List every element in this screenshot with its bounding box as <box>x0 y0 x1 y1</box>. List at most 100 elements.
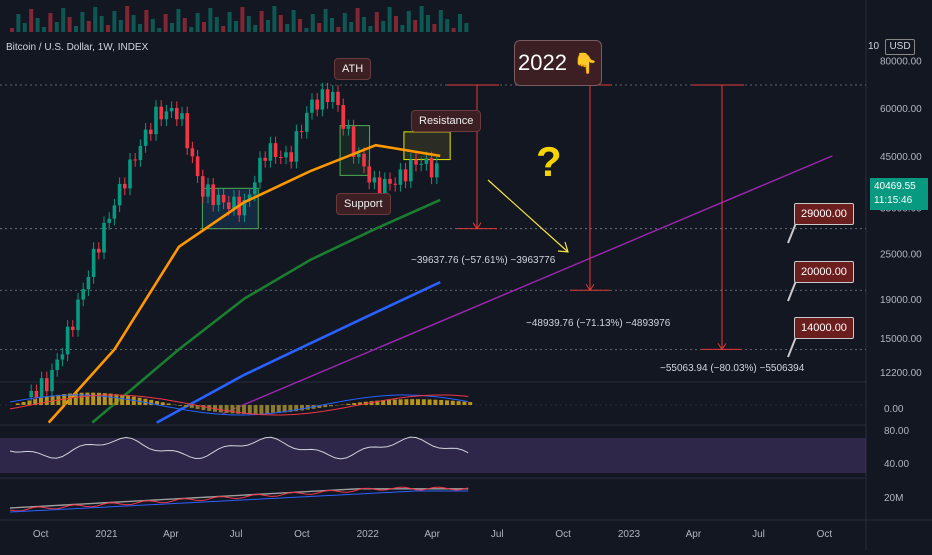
x-tick-label: 2021 <box>95 529 118 540</box>
candle-body <box>419 164 423 165</box>
candle-body <box>128 159 132 188</box>
candle-body <box>97 249 101 253</box>
target-pointer <box>788 223 796 243</box>
volume-bar <box>202 22 206 32</box>
candle-body <box>154 107 158 134</box>
volume-bar <box>170 23 174 32</box>
measure-label-3: −55063.94 (−80.03%) −5506394 <box>660 363 804 374</box>
volume-bar <box>311 14 315 32</box>
y-tick-label: 80000.00 <box>880 56 922 67</box>
volume-bar <box>343 13 347 32</box>
volume-bar <box>119 20 123 32</box>
volume-bar <box>183 18 187 32</box>
volume-bar <box>23 23 27 32</box>
volume-bar <box>106 25 110 32</box>
volume-bar <box>452 28 456 32</box>
candle-body <box>118 184 122 205</box>
macd-histogram-bar <box>126 396 130 405</box>
chart-header: Bitcoin / U.S. Dollar, 1W, INDEX <box>6 42 148 53</box>
volume-bar <box>464 23 468 32</box>
question-mark: ? <box>536 138 562 186</box>
candle-body <box>373 177 377 182</box>
currency-button[interactable]: USD <box>885 39 915 55</box>
volume-bar <box>151 19 155 32</box>
candle-body <box>326 89 330 102</box>
volume-bar <box>157 28 161 32</box>
macd-histogram-bar <box>45 397 49 405</box>
candle-body <box>211 184 215 205</box>
target-pointer <box>788 281 796 301</box>
trendline <box>223 156 833 414</box>
macd-histogram-bar <box>399 399 403 405</box>
x-tick-label: Jul <box>752 529 765 540</box>
macd-histogram-bar <box>393 400 397 405</box>
volume-bar <box>349 22 353 32</box>
target-20000: 20000.00 <box>794 261 854 283</box>
volume-bar <box>253 25 257 32</box>
candle-body <box>180 113 184 119</box>
volume-line-2 <box>10 491 468 512</box>
year-label: 2022 <box>518 50 567 75</box>
macd-histogram-bar <box>271 405 275 413</box>
candle-body <box>50 370 54 391</box>
symbol-title: Bitcoin / U.S. Dollar, 1W, INDEX <box>6 42 148 53</box>
x-tick-label: Apr <box>424 529 440 540</box>
candle-body <box>269 143 273 161</box>
macd-histogram-bar <box>91 393 95 405</box>
forecast-arrow <box>488 180 568 252</box>
measure-label-2: −48939.76 (−71.13%) −4893976 <box>526 318 670 329</box>
volume-bar <box>80 12 84 32</box>
x-tick-label: Apr <box>163 529 179 540</box>
candle-body <box>300 131 304 132</box>
candle-body <box>66 327 70 355</box>
volume-bar <box>336 27 340 32</box>
volume-bar <box>189 27 193 32</box>
volume-bar <box>240 7 244 32</box>
volume-bar <box>445 19 449 32</box>
volume-bar <box>215 17 219 32</box>
candle-body <box>331 92 335 102</box>
rsi-band <box>0 438 866 473</box>
x-tick-label: Apr <box>686 529 702 540</box>
support-callout: Support <box>336 193 391 215</box>
candle-body <box>61 354 65 359</box>
candle-body <box>191 148 195 156</box>
volume-bar <box>388 7 392 32</box>
resistance-callout: Resistance <box>411 110 481 132</box>
volume-bar <box>317 23 321 32</box>
last-price-box: 40469.55 11:15:46 <box>870 178 928 210</box>
candle-body <box>295 131 299 162</box>
candle-body <box>159 107 163 120</box>
rsi-tick: 80.00 <box>884 426 909 437</box>
x-tick-label: Oct <box>294 529 310 540</box>
y-tick-label: 12200.00 <box>880 368 922 379</box>
moving-average-2 <box>157 282 441 422</box>
candle-body <box>305 113 309 132</box>
volume-bar <box>285 24 289 32</box>
volume-bar <box>330 18 334 32</box>
volume-bar <box>394 16 398 32</box>
macd-histogram-bar <box>439 400 443 405</box>
moving-average-1 <box>92 200 440 423</box>
macd-histogram-bar <box>462 402 466 405</box>
macd-histogram-bar <box>190 405 194 408</box>
macd-histogram-bar <box>404 399 408 405</box>
volume-bar <box>413 20 417 32</box>
macd-histogram-bar <box>428 399 432 405</box>
volume-bar <box>426 15 430 32</box>
candle-body <box>393 184 397 185</box>
macd-histogram-bar <box>445 400 449 405</box>
volume-bar <box>221 26 225 32</box>
candle-body <box>71 327 75 330</box>
candle-body <box>336 92 340 105</box>
volume-bar <box>458 14 462 32</box>
volume-bar <box>279 15 283 32</box>
moving-average-0 <box>49 145 441 422</box>
volume-bar <box>439 10 443 32</box>
candle-body <box>289 152 293 161</box>
candle-body <box>341 105 345 129</box>
macd-histogram-bar <box>184 405 188 407</box>
volume-bar <box>407 11 411 32</box>
